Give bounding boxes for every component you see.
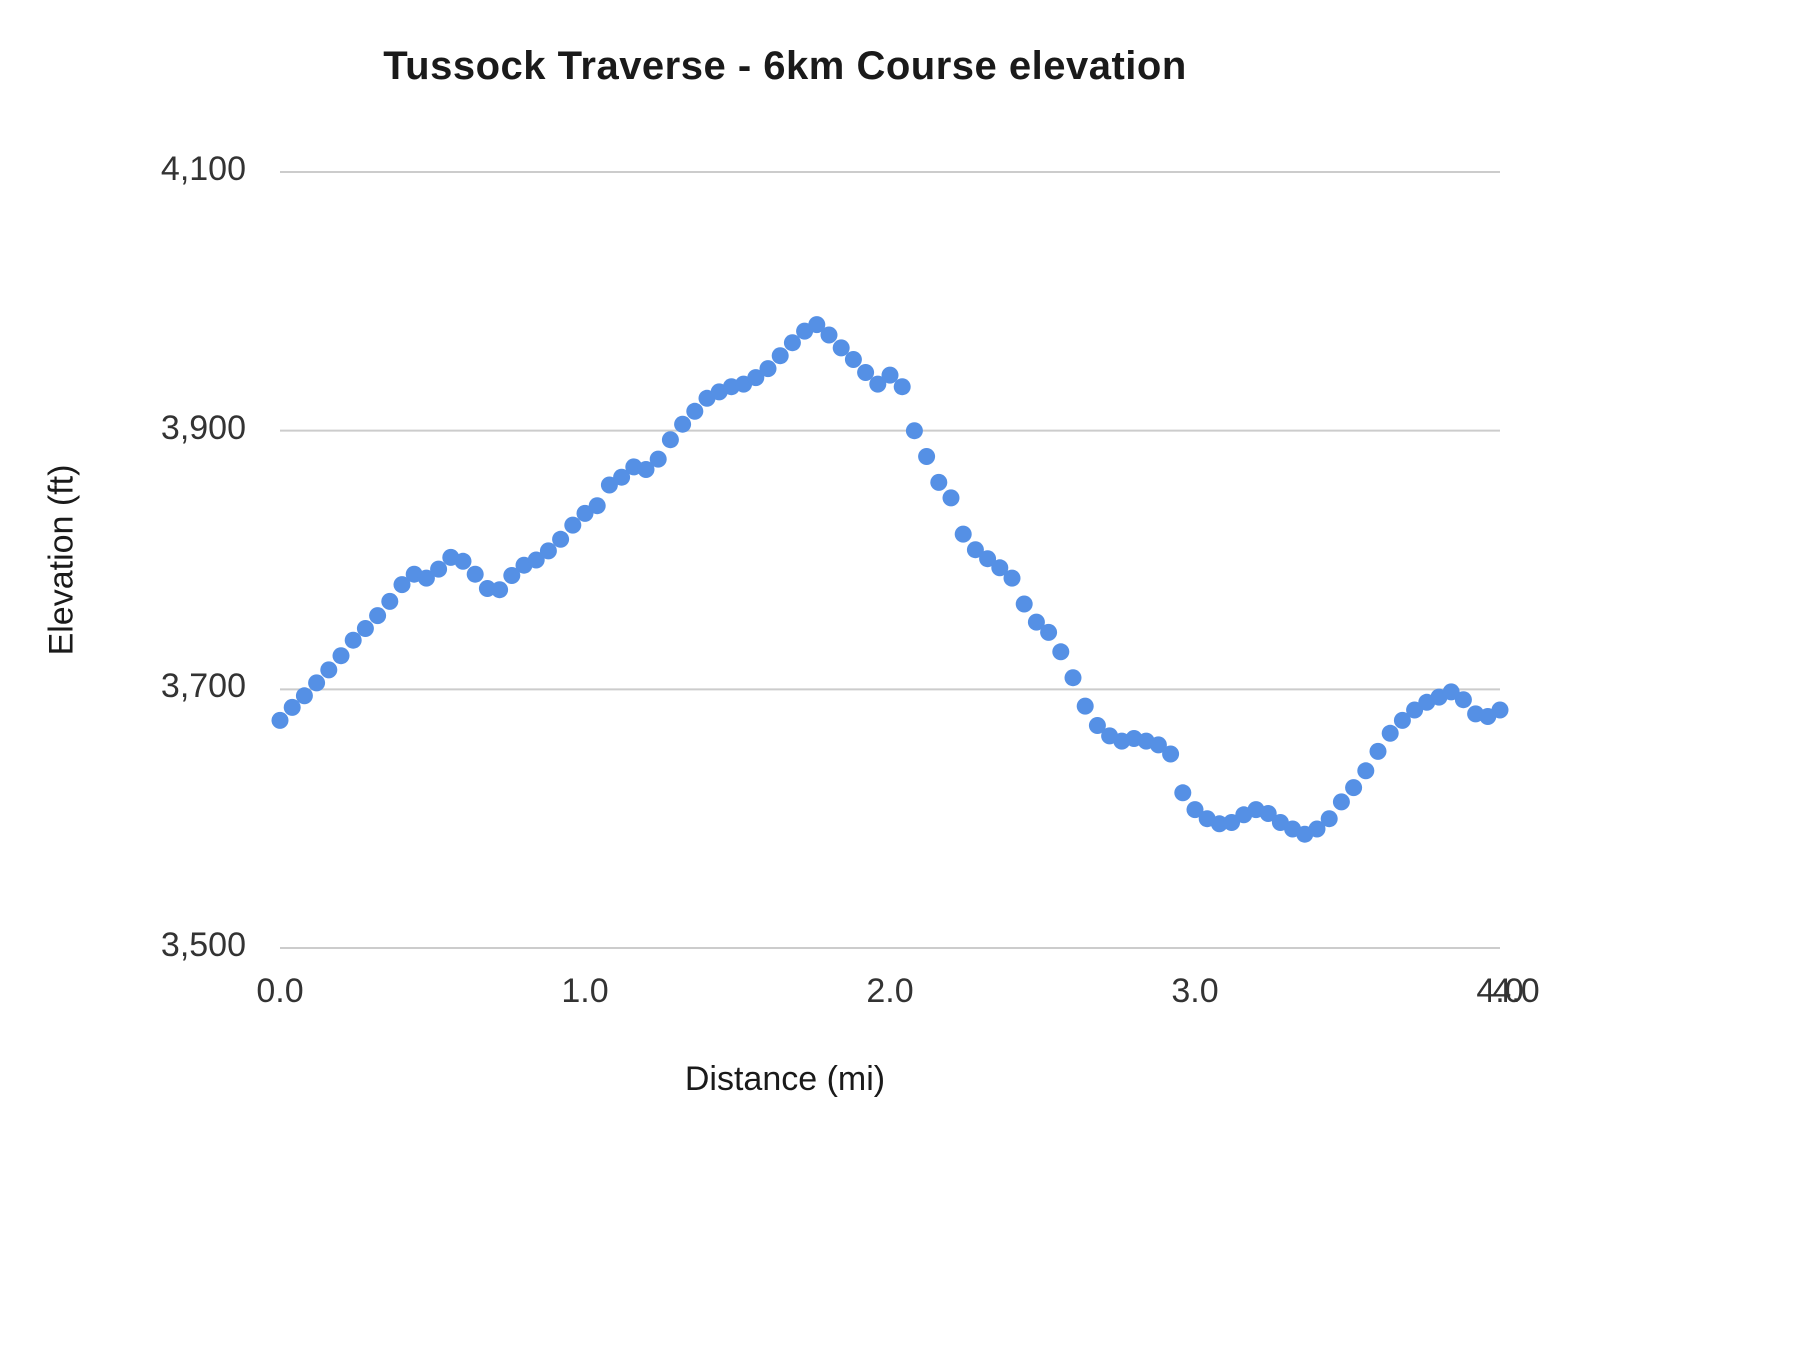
data-point: [1345, 779, 1363, 797]
data-point: [966, 541, 984, 559]
data-point: [747, 369, 765, 387]
data-point: [283, 698, 301, 716]
data-point: [1186, 801, 1204, 819]
data-point: [308, 674, 326, 692]
data-point: [954, 525, 972, 543]
data-point: [466, 565, 484, 583]
data-point: [271, 711, 289, 729]
data-point: [1406, 701, 1424, 719]
data-point: [1332, 793, 1350, 811]
data-point: [637, 461, 655, 478]
data-point: [539, 542, 557, 560]
data-point: [1259, 805, 1277, 822]
data-point: [1442, 683, 1460, 701]
x-tick-label: 2.0: [866, 972, 914, 1010]
data-point: [491, 581, 509, 599]
data-point: [1320, 810, 1338, 828]
data-point: [430, 560, 448, 578]
data-point: [1223, 814, 1241, 831]
data-point: [478, 580, 496, 597]
data-point: [381, 592, 399, 610]
data-point: [783, 334, 801, 352]
data-point: [661, 431, 679, 449]
data-point: [393, 576, 411, 594]
data-point: [503, 567, 521, 584]
data-point: [1149, 736, 1167, 754]
data-point: [332, 647, 350, 665]
x-axis-title: Distance (mi): [684, 1060, 886, 1098]
data-point: [1454, 691, 1472, 709]
data-point: [1015, 595, 1033, 613]
data-point: [1040, 623, 1058, 641]
data-point: [820, 326, 838, 344]
y-tick-label: 3,500: [160, 926, 246, 964]
data-point: [356, 620, 374, 637]
data-point: [1064, 669, 1082, 687]
data-point: [1174, 784, 1192, 802]
data-point: [991, 559, 1009, 577]
data-point: [1381, 724, 1399, 742]
chart-title: Tussock Traverse - 6km Course elevation: [383, 44, 1187, 88]
data-point: [759, 360, 777, 378]
data-point: [1088, 717, 1106, 734]
y-tick-label: 3,700: [160, 667, 246, 706]
data-point: [600, 476, 618, 494]
data-point: [1393, 711, 1411, 729]
data-point: [808, 316, 826, 334]
data-point: [1491, 701, 1509, 719]
x-tick-label: 1.0: [561, 972, 609, 1010]
x-tick-label: 3.0: [1171, 972, 1219, 1010]
x-tick-label: 4.0: [1476, 972, 1524, 1010]
data-point: [344, 631, 362, 649]
data-point: [930, 473, 948, 491]
data-point: [649, 450, 667, 468]
data-point: [1027, 613, 1045, 631]
y-tick-label: 3,900: [160, 408, 246, 447]
data-point: [905, 422, 923, 440]
data-point: [1003, 569, 1021, 587]
data-point: [881, 366, 899, 384]
data-point: [942, 489, 960, 507]
data-point: [918, 448, 936, 465]
data-point: [1162, 745, 1180, 763]
data-point: [869, 375, 887, 393]
data-point: [552, 530, 570, 548]
data-point: [674, 415, 692, 433]
data-point: [857, 364, 875, 381]
data-point: [527, 551, 545, 569]
x-tick-label: 0.0: [256, 972, 304, 1010]
data-point: [564, 516, 582, 534]
data-point: [295, 687, 313, 705]
data-point: [1052, 643, 1070, 661]
data-point: [832, 339, 850, 357]
y-tick-label: 4,100: [160, 150, 246, 188]
data-point: [1357, 762, 1375, 780]
data-point: [613, 468, 631, 486]
data-point: [369, 607, 387, 625]
data-point: [893, 378, 911, 396]
data-point: [454, 552, 472, 570]
data-point: [417, 569, 435, 587]
data-point: [1076, 697, 1094, 715]
data-point: [588, 497, 606, 515]
data-point: [979, 550, 997, 568]
data-point: [576, 504, 594, 522]
data-point: [771, 347, 789, 365]
data-point: [1369, 742, 1387, 760]
data-point: [844, 351, 862, 368]
x-axis-end-label: 4.0: [1492, 972, 1540, 1010]
data-point: [320, 661, 338, 679]
data-point: [686, 402, 704, 420]
data-point: [1308, 820, 1326, 838]
